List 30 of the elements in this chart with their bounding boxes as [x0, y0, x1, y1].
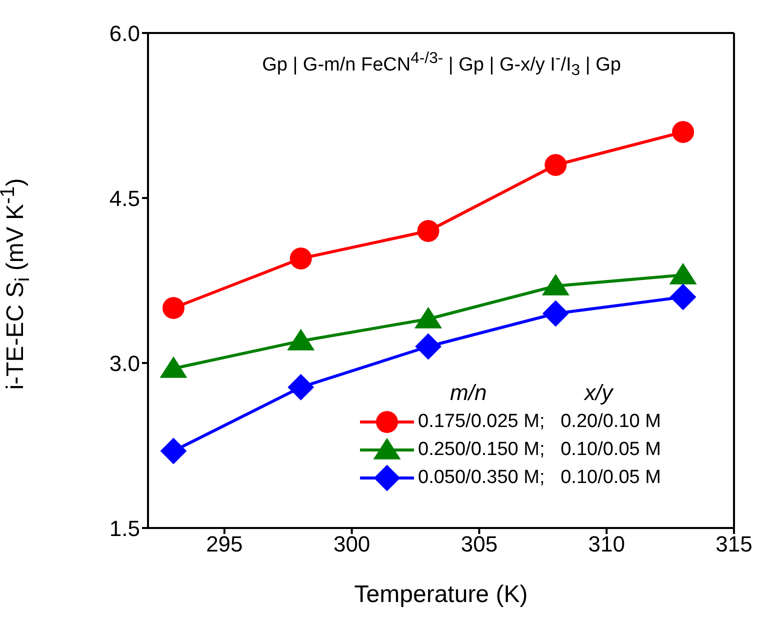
point	[414, 306, 442, 328]
y-tick-label: 4.5	[109, 186, 140, 211]
point	[288, 374, 314, 400]
x-tick-label: 295	[206, 532, 243, 557]
point	[417, 220, 440, 242]
x-tick-label: 305	[460, 532, 498, 557]
x-tick-label: 300	[333, 532, 370, 557]
y-tick-label: 3.0	[109, 350, 140, 376]
point	[287, 328, 315, 350]
point	[542, 300, 569, 327]
legend-label: 0.050/0.350 M; 0.10/0.05 M	[418, 467, 661, 489]
point	[290, 248, 312, 270]
x-tick-label: 315	[716, 532, 752, 557]
x-axis-title: Temperature (K)	[354, 581, 528, 608]
point	[670, 284, 696, 310]
point	[162, 297, 184, 319]
y-tick-label: 1.5	[109, 516, 140, 541]
point	[160, 356, 188, 378]
legend-label: 0.250/0.150 M; 0.10/0.05 M	[418, 439, 661, 461]
y-tick-label: 6.0	[109, 20, 140, 46]
point	[160, 438, 187, 464]
legend-label: 0.175/0.025 M; 0.20/0.10 M	[418, 411, 661, 433]
text: Gp | G-m/n FeCN$^{4-/3-}$ | Gp | G-x/y I$^{-}$/I$_{3}$ | Gp	[261, 50, 622, 80]
point	[542, 274, 570, 296]
legend-title: m/n x/y	[449, 380, 614, 406]
point	[672, 121, 694, 143]
point	[544, 154, 567, 176]
point	[415, 333, 442, 360]
x-tick-label: 310	[588, 532, 625, 557]
point	[669, 262, 697, 284]
